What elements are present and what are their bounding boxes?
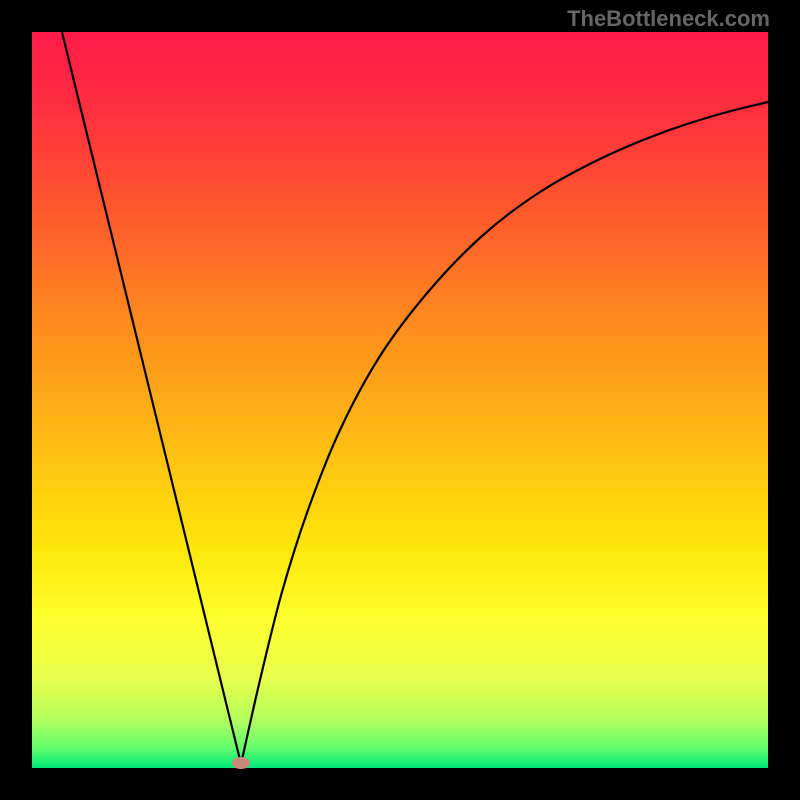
curve-right-branch: [241, 102, 768, 764]
chart-container: TheBottleneck.com: [0, 0, 800, 800]
curve-minimum-marker: [232, 757, 250, 769]
curve-left-branch: [62, 32, 241, 764]
watermark-text: TheBottleneck.com: [567, 6, 770, 32]
curve-layer: [0, 0, 800, 800]
